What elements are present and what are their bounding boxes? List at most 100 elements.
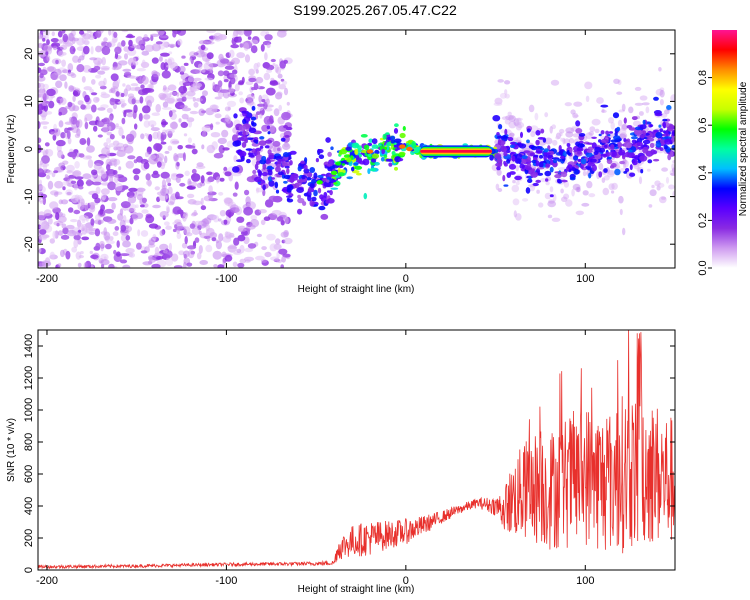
spectrogram-cell <box>661 196 666 200</box>
spectrogram-cell <box>114 46 122 55</box>
spectrogram-cell <box>74 176 84 180</box>
spectrogram-cell <box>563 193 570 200</box>
spectrogram-cell <box>646 168 651 172</box>
spectrogram-cell <box>184 236 188 245</box>
snr-x-ticks: -200 -100 0 100 <box>36 330 594 587</box>
spectrogram-cell <box>670 172 675 176</box>
spectrogram-cell <box>309 199 315 207</box>
spectrogram-cell <box>90 254 99 260</box>
spectrogram-cell <box>38 32 43 40</box>
spectrogram-cell <box>230 76 236 85</box>
y-tick-label: 0 <box>23 146 35 152</box>
spectrogram-cell <box>562 137 566 145</box>
spectrogram-cell <box>667 153 672 161</box>
spectrogram-cell <box>519 163 525 169</box>
spectrogram-cell <box>266 166 275 170</box>
spectrogram-cell <box>262 163 267 170</box>
spectrogram-cell <box>283 180 288 184</box>
spectrogram-cell <box>575 210 584 216</box>
spectrogram-cell <box>66 170 73 174</box>
spectrogram-cell <box>43 44 52 52</box>
spectrogram-cell <box>557 158 562 162</box>
spectrogram-cell <box>77 100 84 106</box>
spectrogram-cell <box>549 186 554 193</box>
spectrogram-cell <box>127 96 137 105</box>
y-tick-label: 600 <box>23 465 35 483</box>
spectrogram-cell <box>317 174 324 179</box>
spectrogram-cell <box>549 194 554 198</box>
spectrogram-cell <box>613 78 620 85</box>
spectrogram-cell <box>159 230 165 237</box>
spectrogram-cell <box>179 81 184 86</box>
spectrogram-cell <box>251 122 257 127</box>
spectrogram-cell <box>510 151 517 155</box>
spectrogram-cell <box>565 131 574 138</box>
spectrogram-cell <box>258 209 267 214</box>
spectrogram-cell <box>301 175 306 180</box>
spectrogram-cell <box>582 170 587 177</box>
spectrogram-cell <box>150 127 160 132</box>
spectrogram-cell <box>672 167 675 173</box>
spectrogram-cell <box>537 167 545 170</box>
spectrogram-cell <box>286 197 290 201</box>
spectrogram-cell <box>280 264 284 268</box>
spectrogram-cell <box>142 261 153 266</box>
spectrogram-cell <box>206 171 213 176</box>
spectrogram-cell <box>260 44 265 52</box>
spectrogram-cell <box>172 228 177 233</box>
spectrogram-cell <box>89 250 94 255</box>
spectrogram-cell <box>162 101 169 108</box>
spectrogram-cell <box>187 249 195 259</box>
spectrogram-cell <box>280 137 286 142</box>
spectrogram-cell <box>265 98 270 105</box>
spectrogram-cell <box>178 85 188 94</box>
spectrogram-cell <box>237 234 246 242</box>
spectrogram-cell <box>516 122 525 129</box>
spectrogram-cell <box>80 104 86 110</box>
spectrogram-cell <box>509 132 515 137</box>
spectrogram-cell <box>161 179 167 188</box>
spectrogram-cell <box>53 220 64 226</box>
spectrogram-cell <box>261 155 267 162</box>
spectrogram-cell <box>160 134 164 143</box>
spectrogram-cell <box>289 160 293 166</box>
spectrogram-cell <box>38 168 44 174</box>
spectrogram-cell <box>57 263 62 268</box>
spectrogram-cell <box>168 110 173 118</box>
spectrogram-cell <box>302 201 307 206</box>
spectrogram-cell <box>175 175 181 184</box>
spectrogram-cell <box>129 87 138 91</box>
spectrogram-cell <box>52 134 57 141</box>
spectrogram-cell <box>164 150 170 154</box>
spectrogram-cell <box>96 120 105 128</box>
spectrogram-cell <box>205 223 210 232</box>
spectrogram-cell <box>81 35 86 44</box>
spectrogram-cell <box>238 36 242 43</box>
spectrogram-cell <box>74 161 80 169</box>
colorbar-tick-label: 0.4 <box>697 165 709 180</box>
spectrogram-cell <box>207 179 212 183</box>
spectrogram-cell <box>508 121 517 129</box>
spectrogram-cell <box>639 134 646 139</box>
spectrogram-cell <box>346 176 354 180</box>
spectrogram-cell <box>497 188 503 192</box>
spectrogram-cell <box>105 41 116 48</box>
spectrogram-cell <box>144 44 155 52</box>
spectrogram-cell <box>218 144 225 154</box>
spectrogram-cell <box>564 102 572 107</box>
spectrogram-cell <box>121 30 129 33</box>
spectrogram-cell <box>199 260 208 265</box>
spectrogram-cell <box>632 159 638 166</box>
spectrogram-cell <box>208 185 213 194</box>
spectrogram-cell <box>107 181 117 191</box>
spectrogram-cell <box>317 187 322 194</box>
spectrogram-cell <box>51 31 55 37</box>
spectrogram-cell <box>173 265 183 268</box>
spectrogram-cell <box>140 230 149 237</box>
spectrogram-cell <box>232 166 240 173</box>
spectrogram-cell <box>512 179 516 184</box>
spectrogram-cell <box>628 106 634 114</box>
spectrogram-cell <box>125 133 135 143</box>
spectrogram-cell <box>543 152 551 155</box>
spectrogram-cell <box>227 245 238 249</box>
